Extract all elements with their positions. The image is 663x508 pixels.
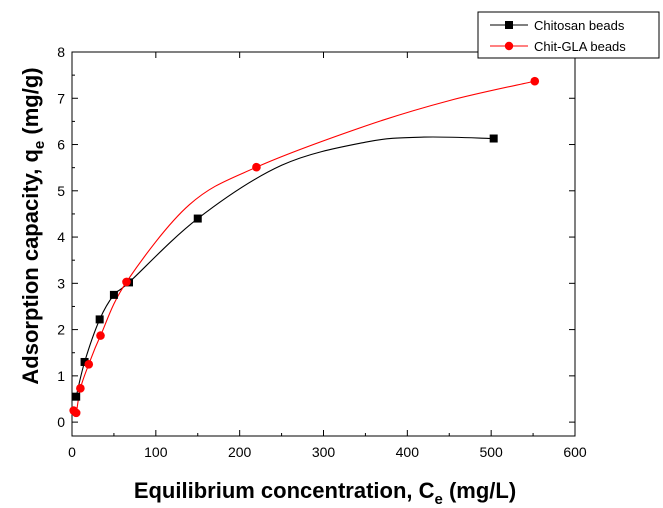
data-point-chitosan xyxy=(193,214,202,223)
data-point-chitosan xyxy=(109,290,118,299)
y-tick-label: 5 xyxy=(57,183,65,199)
legend-entry-chit-gla: Chit-GLA beads xyxy=(490,39,626,54)
x-axis-title: Equilibrium concentration, Ce (mg/L) xyxy=(134,478,516,508)
legend-label-chitosan: Chitosan beads xyxy=(534,18,625,33)
x-tick-label: 600 xyxy=(563,444,587,460)
legend-marker-chitosan xyxy=(505,21,513,29)
data-point-chit-gla xyxy=(76,384,85,393)
data-point-chit-gla xyxy=(122,277,131,287)
x-tick-label: 0 xyxy=(68,444,76,460)
data-point-chit-gla xyxy=(96,331,105,340)
legend: Chitosan beads Chit-GLA beads xyxy=(477,11,660,59)
x-tick-label: 100 xyxy=(144,444,168,460)
y-tick-label: 6 xyxy=(57,137,65,153)
data-point-chit-gla xyxy=(530,76,540,86)
data-point-chit-gla xyxy=(71,408,81,418)
fit-curves xyxy=(73,80,535,415)
legend-box xyxy=(477,11,660,59)
legend-label-chit-gla: Chit-GLA beads xyxy=(534,39,626,54)
y-tick-label: 8 xyxy=(57,44,65,60)
y-tick-label: 2 xyxy=(57,322,65,338)
data-points xyxy=(69,76,540,418)
y-tick-label: 4 xyxy=(57,229,65,245)
x-tick-label: 300 xyxy=(312,444,336,460)
x-tick-label: 500 xyxy=(479,444,503,460)
data-point-chitosan xyxy=(72,392,81,401)
fit-curve-chit-gla xyxy=(73,80,535,415)
fit-curve-chitosan xyxy=(75,136,494,397)
y-axis-title: Adsorption capacity, qe (mg/g) xyxy=(18,67,48,384)
y-tick-label: 3 xyxy=(57,275,65,291)
data-point-chitosan xyxy=(489,134,498,143)
y-tick-label: 1 xyxy=(57,368,65,384)
axes xyxy=(71,51,576,437)
legend-entry-chitosan: Chitosan beads xyxy=(490,18,625,33)
data-point-chitosan xyxy=(80,357,89,366)
x-tick-label: 200 xyxy=(228,444,252,460)
plot-frame xyxy=(71,51,576,437)
x-tick-label: 400 xyxy=(396,444,420,460)
data-point-chit-gla xyxy=(84,359,94,369)
data-point-chit-gla xyxy=(252,162,261,172)
data-point-chitosan xyxy=(95,315,104,324)
y-tick-label: 7 xyxy=(57,90,65,106)
y-tick-label: 0 xyxy=(57,414,65,430)
legend-marker-chit-gla xyxy=(504,41,514,51)
tick-labels: 0 100 200 300 400 500 600 0 1 2 3 4 5 6 7 8 xyxy=(57,44,587,460)
